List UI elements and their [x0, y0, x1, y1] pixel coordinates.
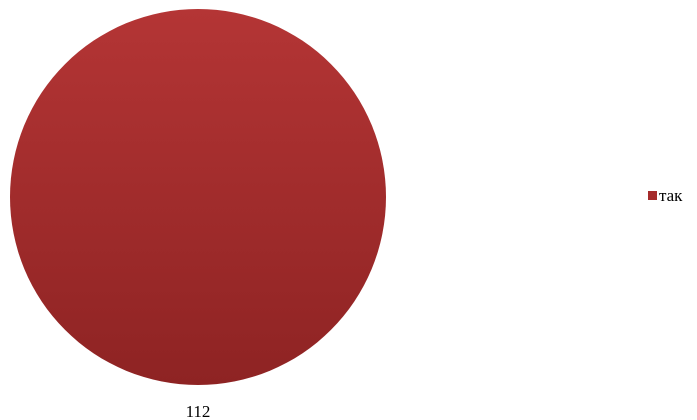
- data-label: 112: [186, 402, 211, 420]
- pie-slices: [10, 9, 386, 385]
- legend: так: [648, 186, 683, 205]
- pie-data-labels: 112: [186, 402, 211, 420]
- legend-label: так: [659, 186, 683, 205]
- legend-swatch: [648, 191, 657, 200]
- pie-slice-так: [10, 9, 386, 385]
